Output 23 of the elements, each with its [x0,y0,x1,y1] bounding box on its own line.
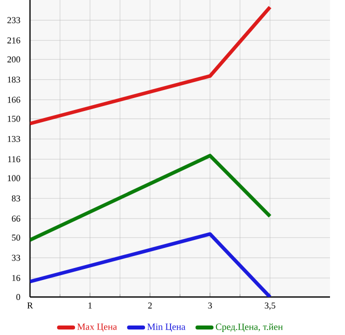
y-tick-label: 116 [8,156,20,162]
y-tick-label: 133 [8,136,20,142]
y-tick-label: 0 [16,294,20,300]
legend-label: Max Цена [77,324,117,332]
y-tick-label: 183 [8,76,20,83]
y-tick-label: 16 [12,274,20,282]
legend-label: Сред.Цена, т.йен [216,323,283,332]
x-tick-label: 1 [88,302,92,308]
y-tick-label: 66 [12,216,20,222]
y-tick-label: 216 [7,37,20,44]
x-tick-label: R [27,302,33,308]
x-tick-label: 2 [148,302,152,308]
x-tick-label: 3,5 [264,302,276,310]
y-tick-label: 200 [7,56,20,62]
y-tick-label: 166 [8,96,20,103]
y-tick-label: 83 [12,195,20,202]
y-tick-label: 233 [7,17,20,24]
x-tick-label: 3 [208,302,212,309]
y-tick-label: 50 [12,234,20,241]
y-tick-label: 150 [8,116,20,122]
legend-label: Min Цена [147,324,186,332]
y-tick-label: 33 [12,254,20,261]
y-tick-label: 100 [8,175,20,182]
